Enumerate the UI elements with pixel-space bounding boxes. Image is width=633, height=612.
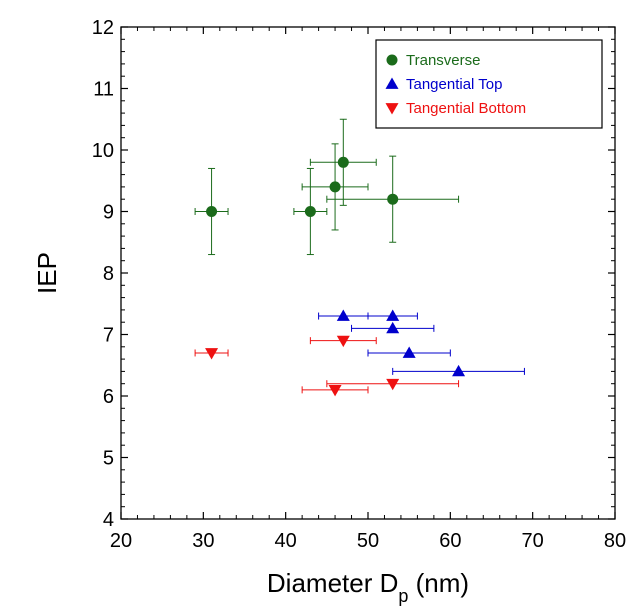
y-tick-label: 10 xyxy=(92,140,114,162)
data-point xyxy=(304,206,316,217)
legend-box xyxy=(375,39,603,129)
data-point xyxy=(328,384,342,397)
y-tick-label: 7 xyxy=(103,325,114,347)
legend-label: Transverse xyxy=(406,52,480,69)
data-point xyxy=(337,156,349,168)
y-axis-title: IEP xyxy=(32,252,62,294)
legend-marker xyxy=(386,54,398,66)
x-tick-label: 40 xyxy=(275,530,297,552)
x-tick-label: 80 xyxy=(604,530,626,552)
axis-ticks: 20 30 40 50 60 70 80 4 5 6 7 8 9 10 11 12 xyxy=(92,17,626,552)
x-tick-label: 70 xyxy=(522,530,544,552)
series-tangential-bottom xyxy=(194,335,460,397)
x-tick-label: 50 xyxy=(357,530,379,552)
legend-label: Tangential Top xyxy=(406,76,502,93)
y-tick-label: 4 xyxy=(103,509,114,531)
series-tangential-top xyxy=(318,309,525,377)
x-tick-label: 30 xyxy=(192,530,214,552)
x-tick-label: 20 xyxy=(110,530,132,552)
data-point xyxy=(386,321,400,334)
data-point xyxy=(336,309,350,321)
x-axis-title-main: Diameter D xyxy=(267,568,398,598)
x-axis-title-unit-space xyxy=(408,568,415,598)
y-tick-label: 6 xyxy=(103,386,114,408)
x-axis-title: Diameter Dp (nm) xyxy=(267,568,469,606)
data-point xyxy=(386,378,400,391)
x-axis-title-unit: (nm) xyxy=(416,568,469,598)
data-point xyxy=(205,348,219,360)
data-point xyxy=(329,181,341,193)
y-tick-label: 12 xyxy=(92,17,114,39)
data-point xyxy=(336,335,350,348)
legend-label: Tangential Bottom xyxy=(406,100,526,117)
series-transverse xyxy=(194,118,460,256)
plot-area xyxy=(194,118,525,397)
data-point xyxy=(387,193,399,205)
x-axis-title-subscript: p xyxy=(398,586,408,606)
y-tick-label: 8 xyxy=(103,263,114,285)
legend: Transverse Tangential Top Tangential Botto… xyxy=(375,39,603,129)
y-tick-label: 5 xyxy=(103,448,114,470)
legend-marker xyxy=(385,77,399,89)
data-point xyxy=(386,309,400,321)
data-point xyxy=(452,364,466,377)
data-point xyxy=(206,206,218,217)
x-tick-label: 60 xyxy=(439,530,461,552)
y-tick-label: 9 xyxy=(103,202,114,224)
legend-marker xyxy=(385,103,399,115)
data-point xyxy=(402,346,416,358)
y-tick-label: 11 xyxy=(93,79,114,101)
